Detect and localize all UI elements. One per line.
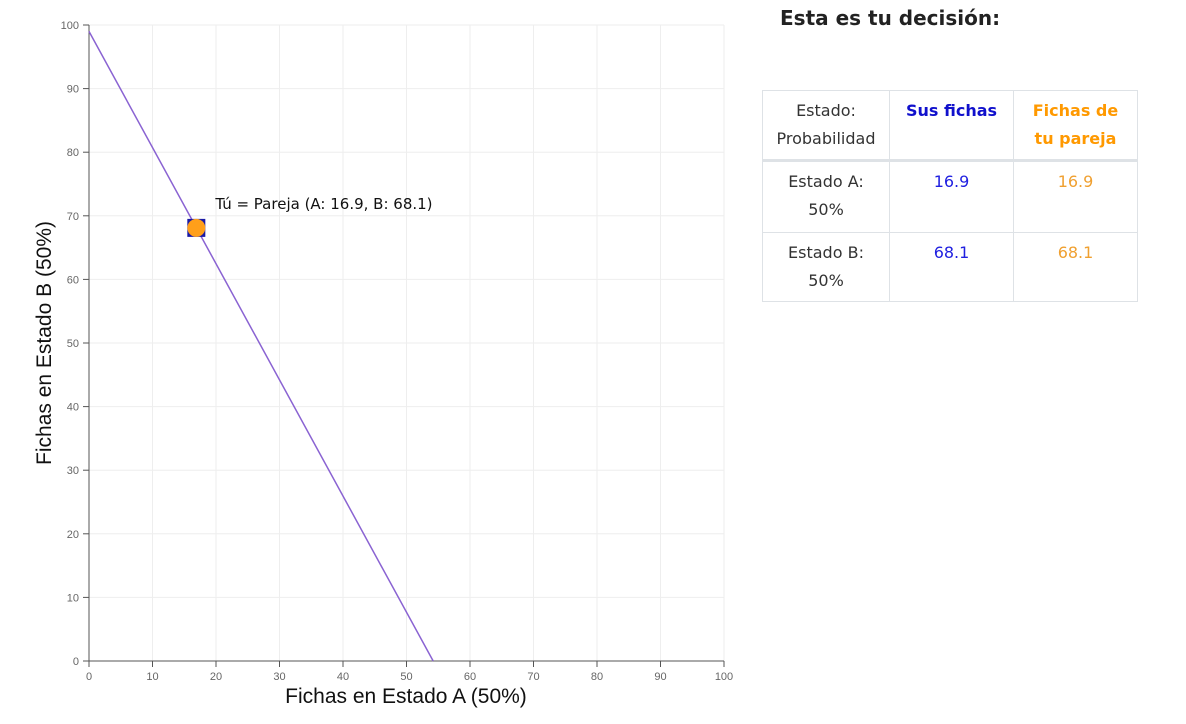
x-tick-label: 50	[400, 671, 412, 683]
partner-tokens-b: 68.1	[1013, 232, 1138, 302]
header-own-tokens: Sus fichas	[889, 90, 1014, 162]
x-axis-title: Fichas en Estado A (50%)	[285, 685, 527, 708]
x-tick-label: 100	[715, 671, 733, 683]
x-tick-label: 70	[527, 671, 539, 683]
partner-tokens-a: 16.9	[1013, 160, 1138, 233]
y-tick-label: 30	[67, 465, 79, 477]
y-tick-label: 100	[61, 20, 79, 32]
budget-line	[88, 31, 434, 662]
y-tick-label: 80	[67, 147, 79, 159]
y-tick-label: 60	[67, 274, 79, 286]
y-axis-title: Fichas en Estado B (50%)	[33, 221, 56, 465]
x-tick-label: 20	[210, 671, 222, 683]
partner-choice-marker	[187, 218, 206, 237]
decision-header-row: Estado: Probabilidad Sus fichas Fichas d…	[762, 90, 1138, 162]
state-a-cell: Estado A: 50%	[762, 160, 890, 233]
chart-grid	[89, 24, 725, 661]
x-tick-label: 40	[337, 671, 349, 683]
y-tick-label: 90	[67, 84, 79, 96]
own-tokens-b: 68.1	[889, 232, 1014, 302]
x-tick-label: 80	[591, 671, 603, 683]
decision-table: Estado: Probabilidad Sus fichas Fichas d…	[762, 90, 1138, 302]
y-tick-label: 70	[67, 211, 79, 223]
y-tick-label: 0	[73, 656, 79, 668]
x-tick-label: 10	[146, 671, 158, 683]
header-state-probability: Estado: Probabilidad	[762, 90, 890, 162]
x-tick-label: 60	[464, 671, 476, 683]
y-tick-label: 10	[67, 592, 79, 604]
table-row: Estado B: 50% 68.1 68.1	[762, 232, 1138, 302]
x-tick-label: 0	[86, 671, 92, 683]
x-tick-label: 30	[273, 671, 285, 683]
x-tick-label: 90	[654, 671, 666, 683]
table-row: Estado A: 50% 16.9 16.9	[762, 160, 1138, 233]
chart-marks: Tú = Pareja (A: 16.9, B: 68.1)	[88, 31, 434, 662]
y-tick-label: 20	[67, 529, 79, 541]
own-tokens-a: 16.9	[889, 160, 1014, 233]
state-b-cell: Estado B: 50%	[762, 232, 890, 302]
decision-title: Esta es tu decisión:	[780, 6, 1001, 30]
allocation-chart[interactable]: 0 10 20 30 40 50 60 70 80 90 100 0 10 20 30 40 50 60 70 80 9…	[0, 0, 750, 724]
chart-ticks: 0 10 20 30 40 50 60 70 80 90 100 0 10 20 30 40 50 60 70 80 9…	[61, 20, 734, 683]
header-partner-tokens: Fichas de tu pareja	[1013, 90, 1138, 162]
y-tick-label: 50	[67, 338, 79, 350]
point-label: Tú = Pareja (A: 16.9, B: 68.1)	[214, 195, 432, 213]
y-tick-label: 40	[67, 402, 79, 414]
